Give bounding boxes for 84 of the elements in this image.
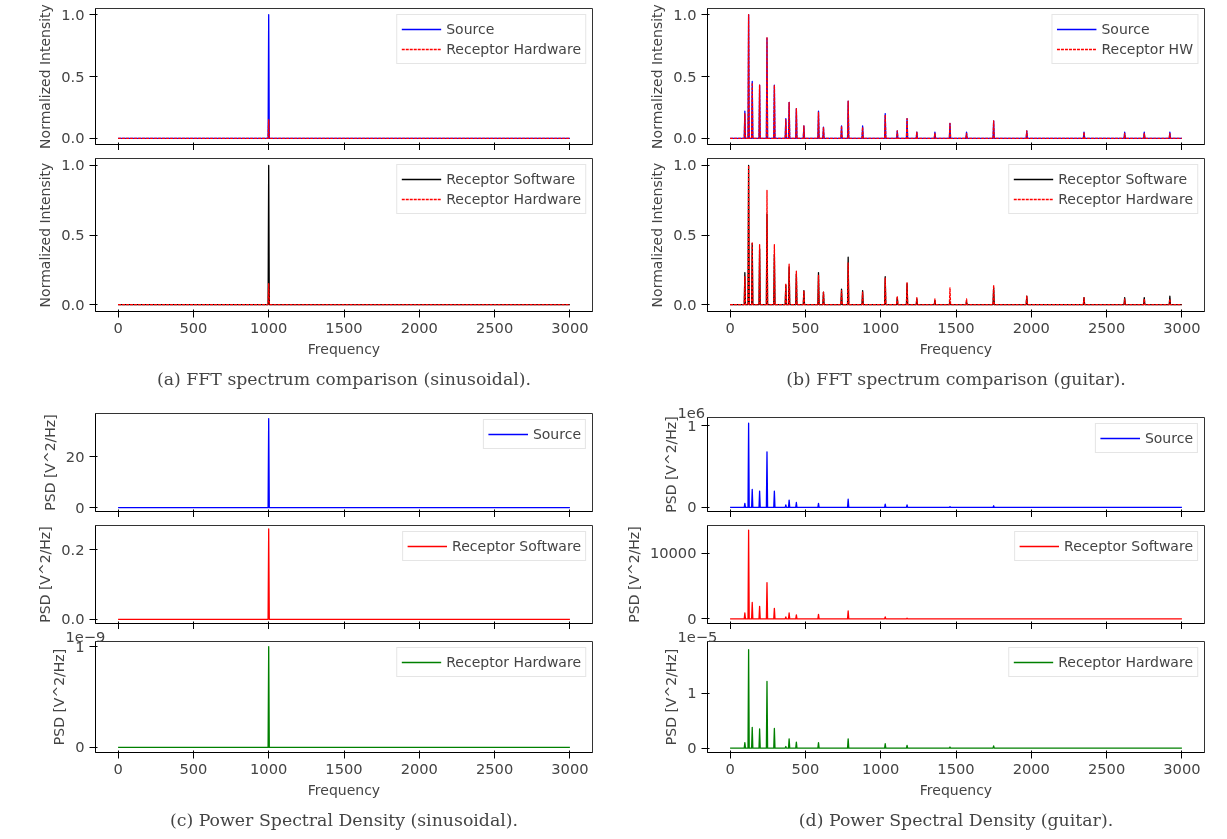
legend-label: Source — [1101, 21, 1150, 37]
y-axis-title: Normalized Intensity — [37, 162, 54, 308]
y-axis-title: Normalized Intensity — [649, 4, 666, 149]
y-tick-label: 10000 — [649, 544, 697, 562]
x-tick-label: 2000 — [1012, 759, 1050, 777]
y-tick-label: 1.0 — [673, 156, 697, 174]
x-tick-label: 0 — [725, 759, 735, 777]
legend-label: Receptor Software — [446, 171, 576, 187]
x-tick-label: 1500 — [325, 318, 363, 336]
y-axis-title: PSD [V^2/Hz] — [51, 648, 68, 746]
annotation: 1e−5 — [677, 627, 718, 645]
x-tick-label: 2000 — [1012, 318, 1050, 336]
x-tick-label: 1500 — [325, 759, 363, 777]
y-axis-title: PSD [V^2/Hz] — [37, 526, 54, 623]
x-tick-label: 500 — [791, 318, 820, 336]
legend-label: Receptor Hardware — [446, 41, 581, 57]
x-tick-label: 3000 — [551, 759, 589, 777]
x-tick-label: 500 — [791, 759, 820, 777]
x-tick-label: 2000 — [400, 759, 438, 777]
y-tick-label: 0 — [687, 498, 697, 516]
legend-label: Receptor Hardware — [446, 191, 581, 207]
x-tick-label: 1500 — [937, 759, 975, 777]
y-axis-title: PSD [V^2/Hz] — [663, 648, 680, 746]
legend-label: Receptor Hardware — [1058, 191, 1193, 207]
y-tick-label: 0.5 — [673, 67, 697, 85]
y-axis-title: Normalized Intensity — [37, 4, 54, 149]
y-tick-label: 1.0 — [673, 5, 697, 23]
y-tick-label: 20 — [65, 447, 85, 465]
x-axis-title: Frequency — [307, 340, 381, 357]
text: 1e6 — [677, 403, 706, 421]
x-tick-label: 3000 — [551, 318, 589, 336]
y-tick-label: 0.5 — [673, 226, 697, 243]
legend-label: Receptor Software — [1058, 171, 1188, 187]
y-tick-label: 0.5 — [61, 67, 85, 85]
x-tick-label: 0 — [113, 759, 123, 777]
x-tick-label: 1000 — [250, 759, 288, 777]
legend-label: Receptor Hardware — [446, 654, 581, 670]
x-tick-label: 2000 — [400, 318, 438, 336]
x-axis-title: Frequency — [307, 781, 381, 798]
x-tick-label: 1000 — [862, 759, 900, 777]
y-tick-label: 0.0 — [61, 129, 85, 147]
legend-label: Receptor HW — [1101, 41, 1193, 57]
legend-label: Source — [1144, 430, 1193, 446]
legend-label: Source — [532, 426, 581, 442]
x-tick-label: 1000 — [862, 318, 900, 336]
x-tick-label: 3000 — [1163, 759, 1201, 777]
y-tick-label: 1 — [687, 684, 697, 702]
y-axis-title: PSD [V^2/Hz] — [625, 526, 642, 623]
text: (c) Power Spectral Density (sinusoidal). — [169, 809, 519, 830]
y-tick-label: 0 — [75, 498, 85, 516]
y-tick-label: 0 — [687, 609, 697, 627]
y-axis-title: PSD [V^2/Hz] — [41, 414, 58, 511]
y-tick-label: 0.0 — [673, 295, 697, 313]
x-tick-label: 0 — [725, 318, 735, 336]
x-tick-label: 2500 — [475, 318, 514, 336]
x-axis-title: Frequency — [919, 340, 993, 357]
y-tick-label: 1.0 — [61, 5, 85, 23]
y-tick-label: 0 — [75, 738, 85, 756]
x-tick-label: 0 — [113, 318, 123, 336]
legend-label: Receptor Software — [1064, 538, 1193, 554]
text: (a) FFT spectrum comparison (sinusoidal). — [156, 368, 532, 389]
legend-label: Receptor Hardware — [1058, 654, 1193, 670]
x-tick-label: 2500 — [475, 759, 514, 777]
x-axis-title: Frequency — [919, 781, 993, 798]
y-tick-label: 0.0 — [61, 610, 85, 628]
y-tick-label: 1.0 — [61, 156, 85, 174]
x-tick-label: 1000 — [250, 318, 288, 336]
legend-label: Receptor Software — [452, 538, 581, 554]
text: (b) FFT spectrum comparison (guitar). — [786, 368, 1126, 389]
y-axis-title: Normalized Intensity — [649, 162, 666, 308]
x-tick-label: 2500 — [1087, 759, 1126, 777]
y-axis-title: PSD [V^2/Hz] — [663, 416, 680, 513]
x-tick-label: 500 — [179, 759, 208, 777]
x-tick-label: 1500 — [937, 318, 975, 336]
y-tick-label: 0.0 — [673, 129, 697, 147]
text: (d) Power Spectral Density (guitar). — [798, 809, 1114, 830]
y-tick-label: 0.2 — [61, 540, 85, 558]
x-tick-label: 3000 — [1163, 318, 1201, 336]
y-tick-label: 0.5 — [61, 226, 85, 243]
legend-label: Source — [446, 21, 495, 37]
y-tick-label: 0.0 — [61, 295, 85, 313]
x-tick-label: 2500 — [1087, 318, 1126, 336]
x-tick-label: 500 — [179, 318, 208, 336]
y-tick-label: 0 — [687, 739, 697, 757]
